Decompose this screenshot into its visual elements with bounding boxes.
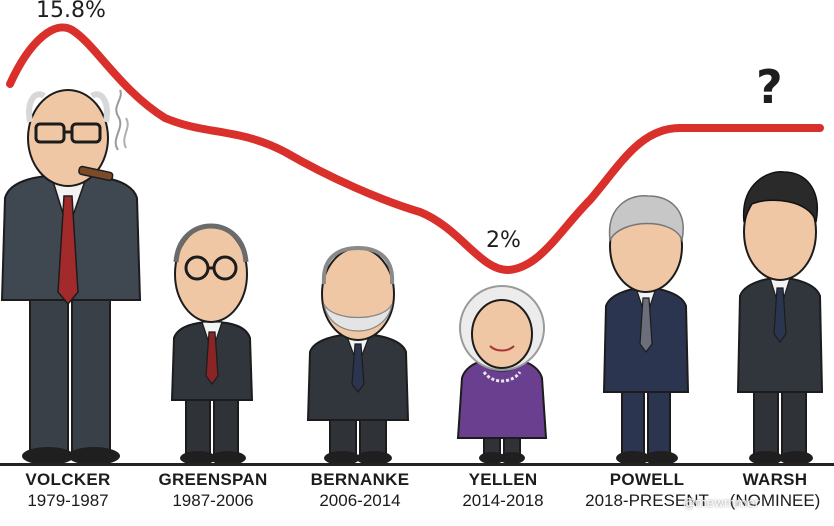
caption-greenspan: GREENSPAN 1987-2006 xyxy=(138,471,288,509)
figure-yellen xyxy=(456,285,548,464)
figure-warsh xyxy=(736,171,824,465)
watermark: @mewmmer xyxy=(683,496,760,510)
figure-volcker xyxy=(0,89,142,465)
chair-years: 2018-PRESENT xyxy=(585,491,709,510)
chair-name: WARSH xyxy=(742,470,808,489)
caption-powell: POWELL 2018-PRESENT xyxy=(572,471,722,509)
chair-name: YELLEN xyxy=(468,470,538,489)
chair-years: 2014-2018 xyxy=(462,491,544,510)
chair-name: BERNANKE xyxy=(310,470,410,489)
chair-years: 2006-2014 xyxy=(319,491,401,510)
figure-bernanke xyxy=(306,245,410,465)
caption-warsh: WARSH (NOMINEE) xyxy=(700,471,834,509)
chair-name: POWELL xyxy=(609,470,685,489)
peak-rate-label: 15.8% xyxy=(36,0,106,23)
caption-bernanke: BERNANKE 2006-2014 xyxy=(285,471,435,509)
chair-name: VOLCKER xyxy=(25,470,111,489)
chair-years: 1987-2006 xyxy=(172,491,254,510)
chair-years: 1979-1987 xyxy=(27,491,109,510)
chair-name: GREENSPAN xyxy=(158,470,268,489)
caption-yellen: YELLEN 2014-2018 xyxy=(428,471,578,509)
figure-powell xyxy=(602,195,690,465)
chair-years: (NOMINEE) xyxy=(729,491,821,510)
figure-greenspan xyxy=(170,223,254,465)
low-rate-label: 2% xyxy=(486,228,521,253)
rate-trend-curve xyxy=(6,23,824,274)
ground-line xyxy=(0,463,834,466)
unknown-rate-label: ? xyxy=(756,60,783,114)
caption-volcker: VOLCKER 1979-1987 xyxy=(0,471,143,509)
